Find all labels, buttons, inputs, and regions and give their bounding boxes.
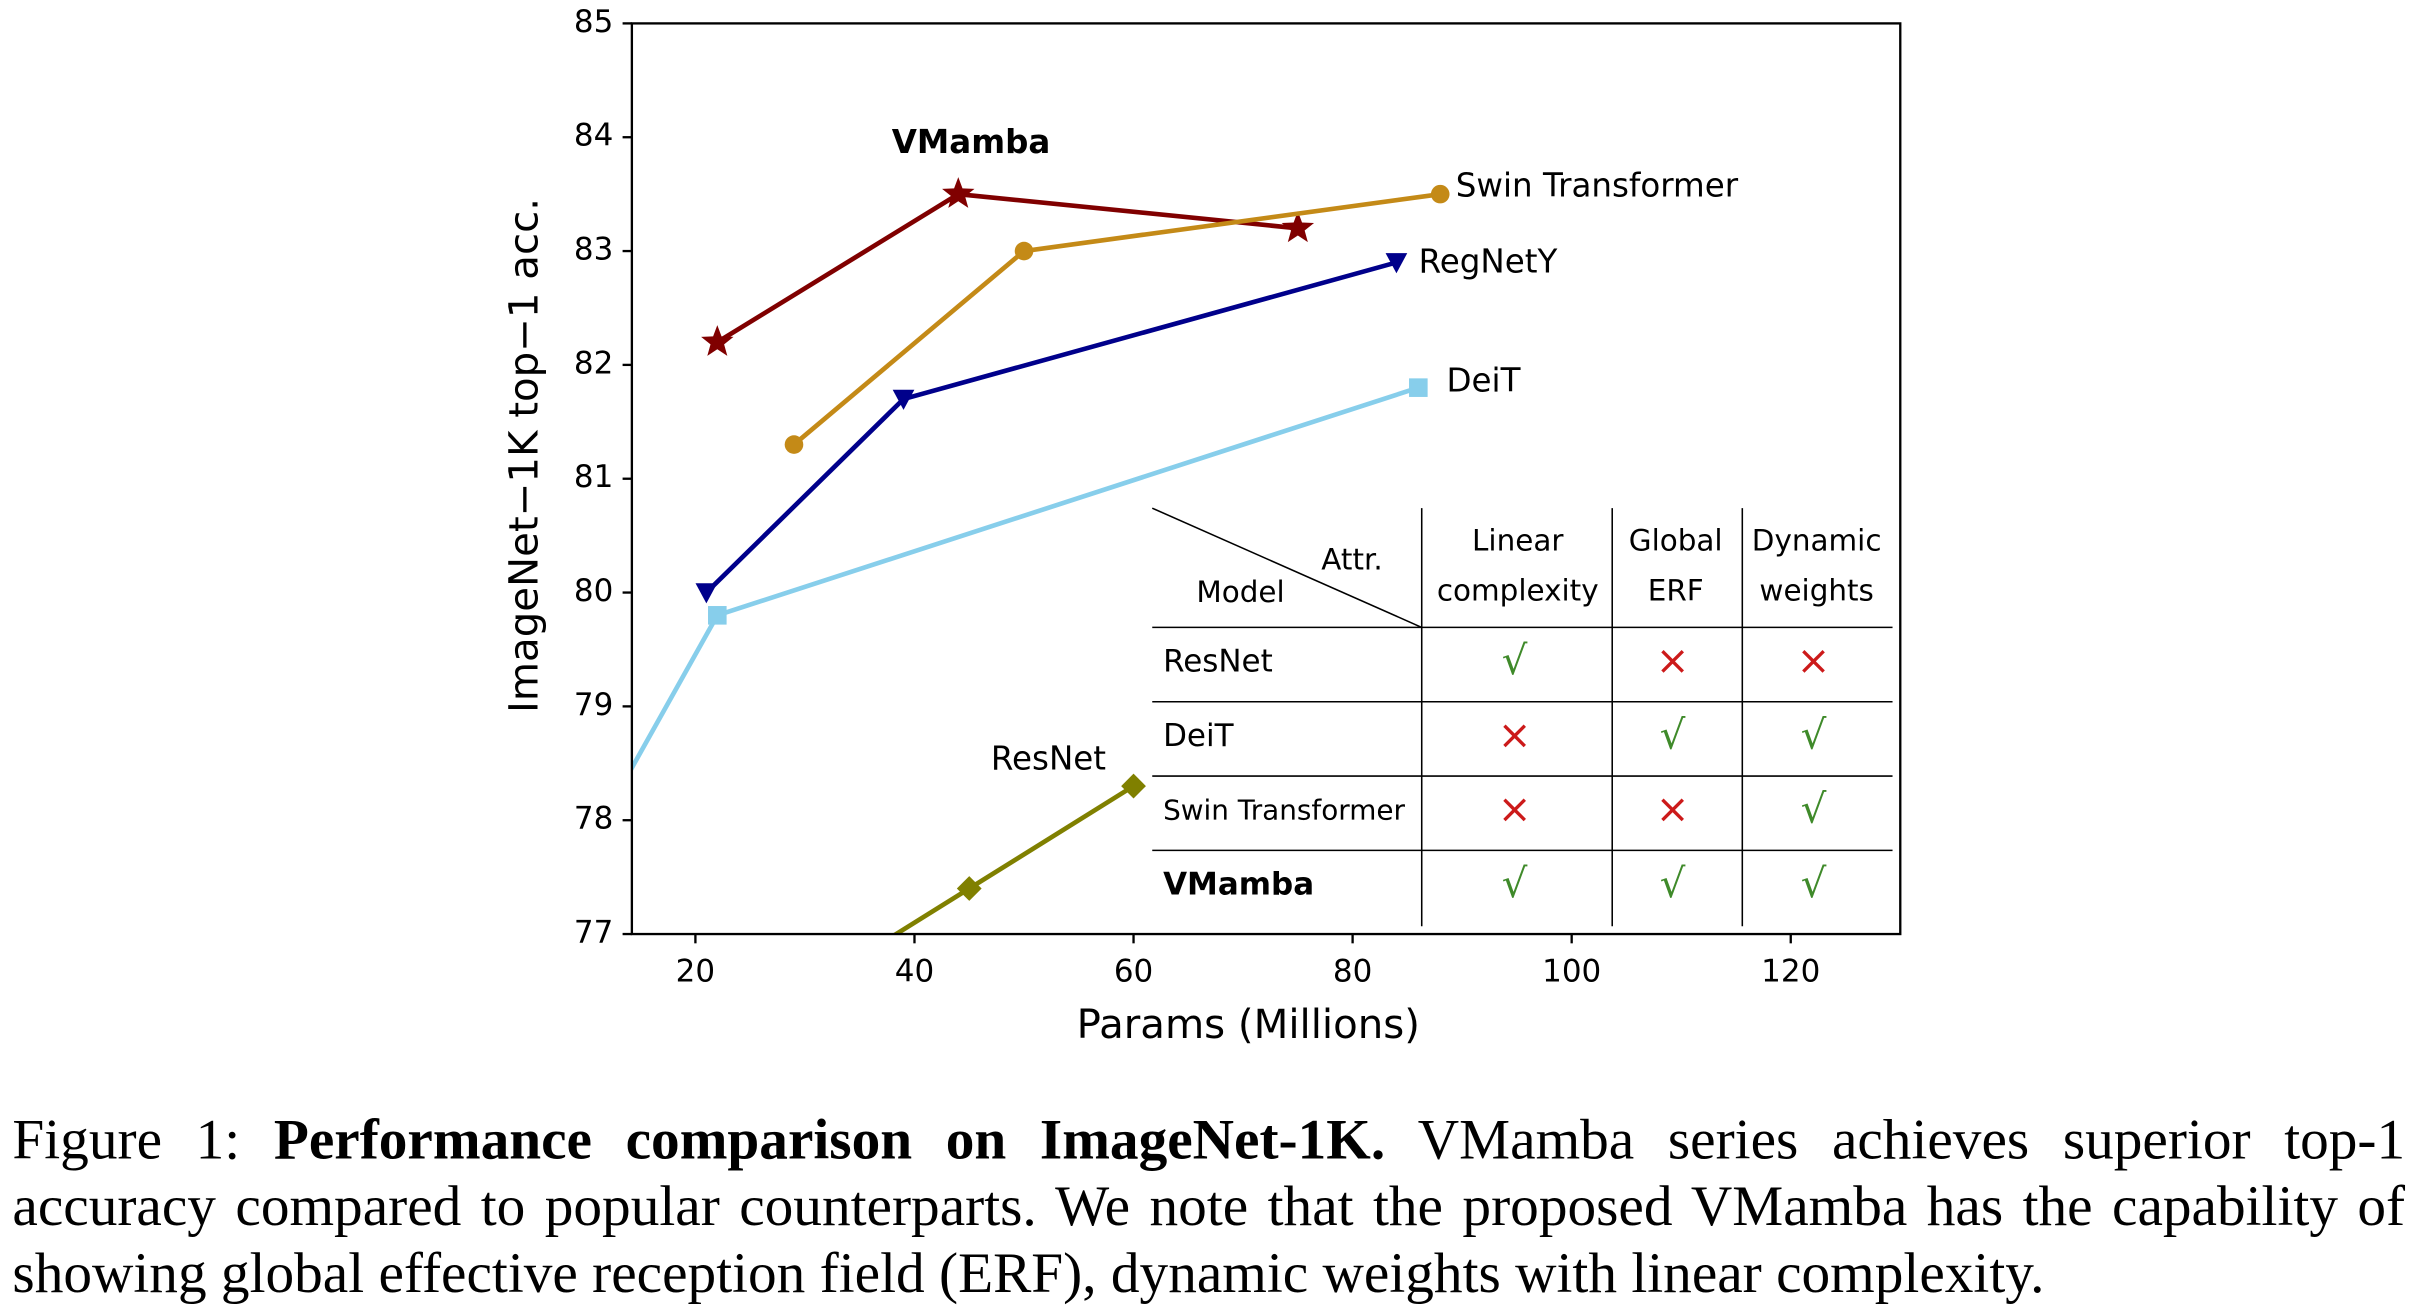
marker — [942, 177, 975, 208]
series-label: DeiT — [1447, 362, 1521, 400]
caption-bold: Performance comparison on ImageNet-1K. — [273, 1109, 1386, 1173]
y-tick-label: 77 — [574, 915, 613, 951]
marker — [1281, 211, 1315, 243]
series-line — [631, 385, 1420, 773]
y-tick-label: 84 — [574, 118, 613, 154]
marker — [1430, 184, 1450, 204]
table-cell: √ — [1502, 861, 1528, 907]
marker — [1014, 241, 1034, 261]
x-tick-label: 100 — [1542, 953, 1601, 989]
table-row-label: ResNet — [1163, 644, 1273, 680]
table-cell: √ — [1502, 638, 1528, 684]
y-tick-label: 83 — [574, 232, 613, 268]
series-line — [716, 191, 1299, 345]
marker — [892, 389, 915, 410]
table-header: ERF — [1648, 573, 1704, 607]
table-cell: √ — [1660, 712, 1686, 758]
x-tick-label: 80 — [1333, 953, 1372, 989]
y-tick-label: 78 — [574, 801, 613, 837]
x-tick-label: 60 — [1114, 953, 1153, 989]
y-tick-label: 81 — [574, 459, 613, 495]
caption: Figure 1: Performance comparison on Imag… — [12, 1108, 2405, 1308]
table-header: weights — [1759, 573, 1873, 607]
table-cell: √ — [1660, 861, 1686, 907]
table-corner-model: Model — [1196, 575, 1284, 609]
caption-box: Figure 1: Performance comparison on Imag… — [12, 1108, 2405, 1308]
marker — [784, 435, 804, 454]
y-tick-label: 79 — [574, 687, 613, 723]
series-label: RegNetY — [1419, 242, 1558, 280]
y-tick-label: 85 — [574, 4, 613, 40]
series-line — [891, 784, 1135, 935]
table-row-label: DeiT — [1163, 718, 1234, 754]
x-tick-label: 20 — [676, 953, 715, 989]
marker — [1409, 378, 1428, 397]
x-tick-label: 120 — [1761, 953, 1820, 989]
x-tick-label: 40 — [895, 953, 934, 989]
plot-frame — [630, 22, 1902, 936]
table-row-label: Swin Transformer — [1163, 794, 1405, 827]
marker — [738, 1013, 763, 1038]
x-axis-label: Params (Millions) — [1077, 1002, 1420, 1048]
table-header: Linear — [1472, 524, 1564, 558]
marker — [708, 606, 727, 625]
table-row-label: VMamba — [1163, 867, 1314, 903]
series-label: Swin Transformer — [1456, 167, 1739, 205]
table-header: complexity — [1437, 573, 1599, 607]
y-tick-label: 82 — [574, 345, 613, 381]
table-cell: × — [1498, 712, 1532, 758]
caption-label: Figure 1: — [12, 1109, 241, 1173]
table-cell: √ — [1801, 787, 1827, 833]
marker — [1385, 253, 1408, 274]
series-label: ResNet — [991, 740, 1106, 778]
table-cell: √ — [1801, 712, 1827, 758]
table-header: Dynamic — [1752, 524, 1882, 558]
caption-text: VMamba series achieves superior top-1 ac… — [12, 1109, 2406, 1306]
table-cell: × — [1797, 638, 1831, 684]
y-tick-label: 80 — [574, 573, 613, 609]
table-cell: × — [1498, 787, 1532, 833]
marker — [695, 583, 718, 604]
table-cell: √ — [1801, 861, 1827, 907]
marker — [956, 876, 982, 901]
marker — [701, 325, 734, 356]
y-axis-label: ImageNet−1K top−1 acc. — [502, 198, 548, 713]
table-diagonal — [1151, 507, 1423, 629]
table-cell: × — [1656, 787, 1690, 833]
marker — [1121, 773, 1146, 799]
plot-area — [529, 177, 1450, 1038]
table-header: Global — [1629, 524, 1723, 558]
marker — [529, 925, 548, 944]
table-cell: × — [1656, 638, 1690, 684]
series-line — [792, 191, 1441, 447]
series-label: VMamba — [892, 123, 1051, 161]
table-corner-attr: Attr. — [1321, 542, 1382, 576]
